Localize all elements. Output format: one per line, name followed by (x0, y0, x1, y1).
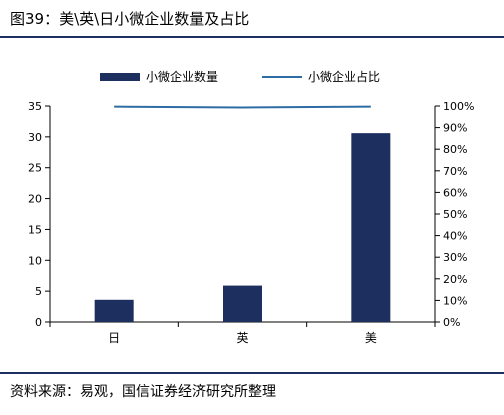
y-tick-label-left: 10 (28, 254, 42, 267)
y-tick-label-right: 0% (443, 316, 460, 329)
title-rule (0, 36, 504, 38)
legend-bar-label: 小微企业数量 (146, 69, 218, 84)
y-tick-label-left: 20 (28, 193, 42, 206)
y-tick-label-left: 15 (28, 223, 42, 236)
bar (223, 285, 262, 322)
bars (94, 133, 391, 322)
y-tick-label-left: 0 (35, 316, 42, 329)
y-tick-label-left: 25 (28, 162, 42, 175)
chart: 小微企业数量 小微企业占比 0 5 10 15 20 25 30 35 0% 10% 20% 30% 4… (28, 69, 474, 345)
y-tick-label-right: 80% (443, 143, 467, 156)
bar (94, 299, 134, 322)
legend-line-label: 小微企业占比 (308, 69, 380, 84)
y-tick-label-right: 70% (443, 165, 467, 178)
bar (351, 133, 391, 322)
source-note: 资料来源：易观，国信证券经济研究所整理 (10, 384, 276, 400)
y-tick-label-right: 10% (443, 294, 467, 307)
y-tick-label-right: 50% (443, 208, 467, 221)
source-rule (0, 372, 504, 374)
share-line (114, 105, 371, 109)
x-tick-label: 美 (365, 331, 377, 345)
y-tick-label-right: 60% (443, 186, 467, 199)
x-tick-label: 英 (236, 331, 248, 345)
legend: 小微企业数量 小微企业占比 (100, 69, 380, 84)
y-tick-label-left: 5 (35, 285, 42, 298)
y-tick-label-right: 40% (443, 230, 467, 243)
y-tick-label-right: 100% (443, 100, 474, 113)
y-tick-label-left: 30 (28, 131, 42, 144)
axes: 0 5 10 15 20 25 30 35 0% 10% 20% 30% 40% 50% 60% 70% 80%… (28, 100, 474, 345)
y-tick-label-left: 35 (28, 100, 42, 113)
figure-title: 图39：美\英\日小微企业数量及占比 (10, 10, 250, 28)
x-tick-label: 日 (108, 331, 120, 345)
y-tick-label-right: 30% (443, 251, 467, 264)
share-line-path (114, 105, 371, 109)
y-tick-label-right: 20% (443, 273, 467, 286)
legend-bar-swatch (100, 73, 140, 81)
y-tick-label-right: 90% (443, 122, 467, 135)
